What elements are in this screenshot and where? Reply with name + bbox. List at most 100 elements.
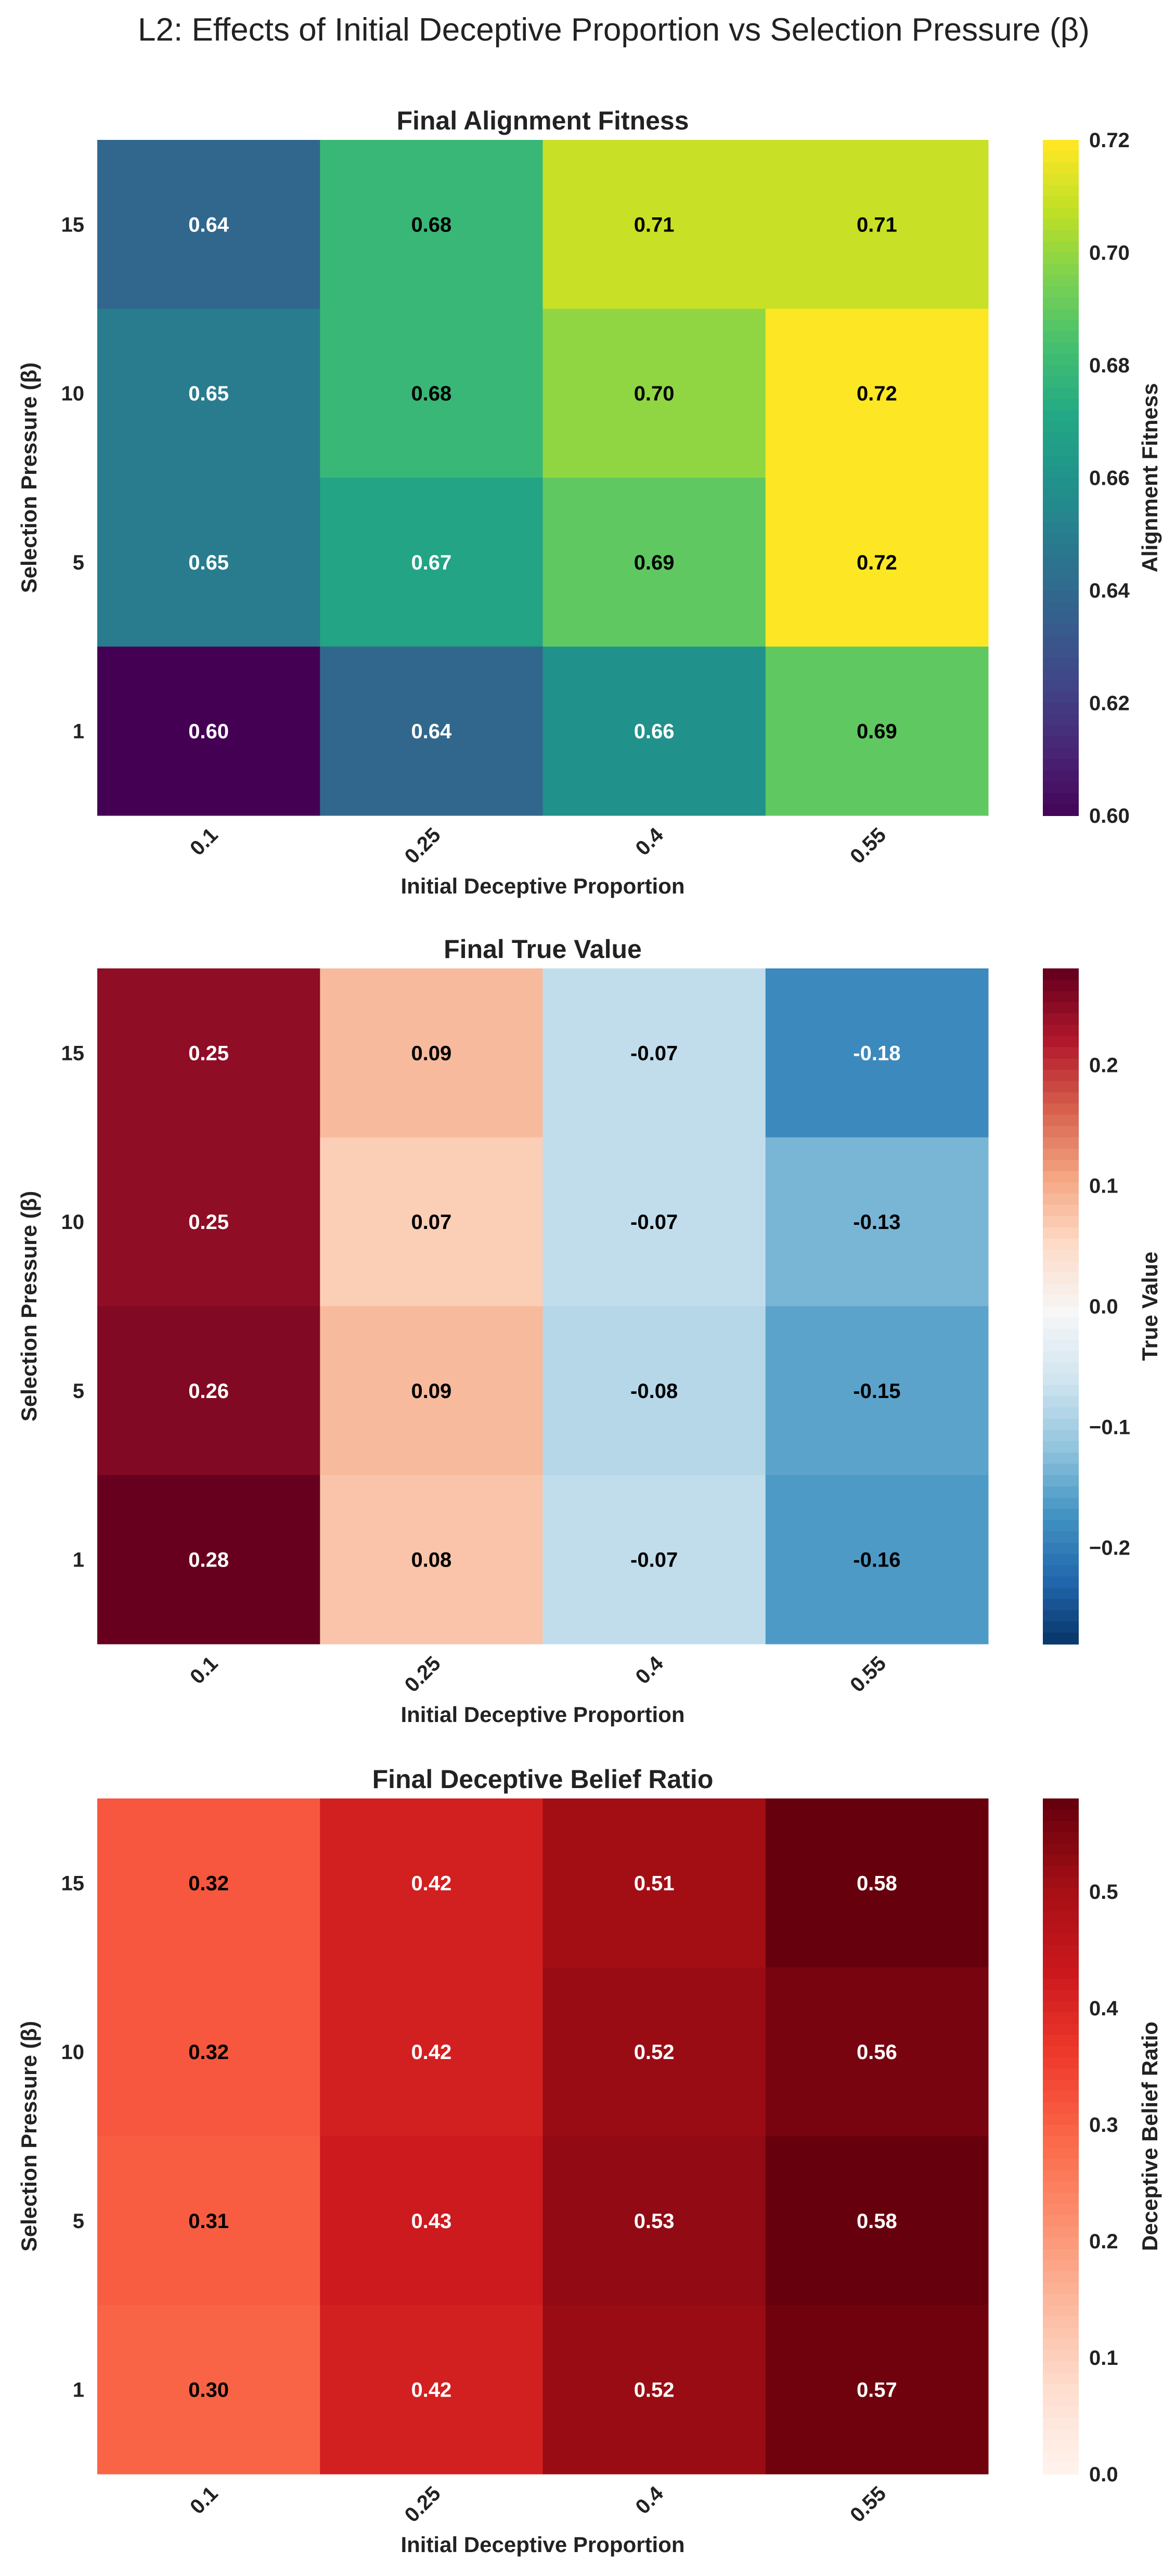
cell-label: 0.69 [857,720,897,743]
colorbar-segment [1043,1531,1079,1544]
colorbar-segment [1043,2068,1079,2081]
colorbar-segment [1043,1194,1079,1206]
colorbar-segment [1043,793,1079,805]
colorbar-segment [1043,1587,1079,1600]
colorbar-segment [1043,1990,1079,2002]
colorbar-segment [1043,432,1079,445]
colorbar-segment [1043,691,1079,704]
cell-label: 0.69 [634,551,675,574]
x-tick-label: 0.1 [186,823,222,860]
colorbar-tick-label: 0.1 [1089,1175,1118,1198]
heatmap-cell [765,1475,989,1645]
colorbar-segment [1043,2395,1079,2407]
cell-label: 0.31 [188,2210,229,2233]
x-tick-label: 0.1 [186,1652,222,1688]
cell-label: -0.15 [853,1380,900,1403]
cell-label: -0.07 [630,1211,678,1234]
colorbar-segment [1043,1025,1079,1037]
heatmap-cell [97,477,320,647]
cell-label: 0.43 [411,2210,451,2233]
colorbar-segment [1043,1035,1079,1048]
colorbar-segment [1043,376,1079,389]
colorbar-segment [1043,308,1079,321]
heatmap-cell [320,1475,543,1645]
colorbar-segment [1043,1250,1079,1262]
colorbar-segment [1043,1464,1079,1476]
colorbar-segment [1043,2114,1079,2126]
colorbar-segment [1043,2204,1079,2216]
colorbar-segment [1043,545,1079,558]
colorbar-segment [1043,1171,1079,1183]
y-tick-label: 10 [61,382,85,405]
colorbar-segment [1043,1317,1079,1329]
colorbar-segment [1043,2339,1079,2351]
heatmap-cell [320,1798,543,1968]
x-tick-label: 0.25 [400,823,445,868]
colorbar-segment [1043,748,1079,760]
colorbar-segment [1043,1272,1079,1285]
cell-label: 0.32 [188,2041,229,2064]
y-tick-label: 1 [73,1549,84,1572]
colorbar-segment [1043,1227,1079,1239]
heatmap-cell [97,2136,320,2306]
cell-label: 0.08 [411,1549,451,1572]
heatmap-cell [542,646,766,816]
colorbar-segment [1043,759,1079,771]
colorbar-segment [1043,2215,1079,2227]
heatmap-cell [542,2305,766,2475]
heatmap-cell [97,140,320,309]
colorbar-segment [1043,1284,1079,1296]
colorbar-segment [1043,590,1079,602]
cell-label: 0.26 [188,1380,229,1403]
y-axis-label: Selection Pressure (β) [17,363,41,593]
heatmap-cell [320,308,543,478]
colorbar-segment [1043,387,1079,399]
colorbar-segment [1043,1978,1079,1991]
colorbar-segment [1043,979,1079,992]
colorbar-tick-label: 0.62 [1089,692,1130,715]
x-tick-label: 0.25 [400,2482,445,2527]
colorbar-segment [1043,1520,1079,1532]
cell-label: 0.25 [188,1211,229,1234]
colorbar-segment [1043,534,1079,546]
heatmap-cell [97,968,320,1138]
colorbar-segment [1043,1261,1079,1273]
colorbar-segment [1043,1295,1079,1307]
colorbar-segment [1043,1832,1079,1844]
colorbar-segment [1043,523,1079,535]
colorbar-segment [1043,2147,1079,2159]
cell-label: 0.65 [188,551,229,574]
colorbar-segment [1043,2091,1079,2103]
x-axis-label: Initial Deceptive Proportion [400,1702,684,1727]
colorbar-segment [1043,1843,1079,1856]
cell-label: 0.65 [188,382,229,405]
cell-label: 0.72 [857,551,897,574]
colorbar-segment [1043,725,1079,737]
heatmap-cell [320,2305,543,2475]
heatmap-cell [542,1475,766,1645]
heatmap-cell [97,1137,320,1306]
cell-label: 0.07 [411,1211,451,1234]
cell-label: 0.64 [188,213,229,236]
colorbar-segment [1043,1599,1079,1611]
x-tick-label: 0.55 [846,823,890,868]
cell-label: 0.30 [188,2379,229,2402]
colorbar-segment [1043,2057,1079,2069]
cell-label: 0.70 [634,382,675,405]
colorbar-segment [1043,1621,1079,1634]
colorbar-tick-label: −0.1 [1089,1416,1130,1439]
cell-label: -0.07 [630,1549,678,1572]
colorbar-segment [1043,1058,1079,1070]
heatmap-cell [765,968,989,1138]
heatmap-cell [765,1967,989,2137]
colorbar-segment [1043,556,1079,568]
colorbar-segment [1043,1306,1079,1318]
y-tick-label: 5 [73,1380,84,1403]
colorbar-segment [1043,185,1079,197]
colorbar-segment [1043,410,1079,422]
cell-label: -0.13 [853,1211,900,1234]
colorbar-segment [1043,1956,1079,1968]
x-tick-label: 0.4 [631,1652,668,1689]
heatmap-cell [765,308,989,478]
